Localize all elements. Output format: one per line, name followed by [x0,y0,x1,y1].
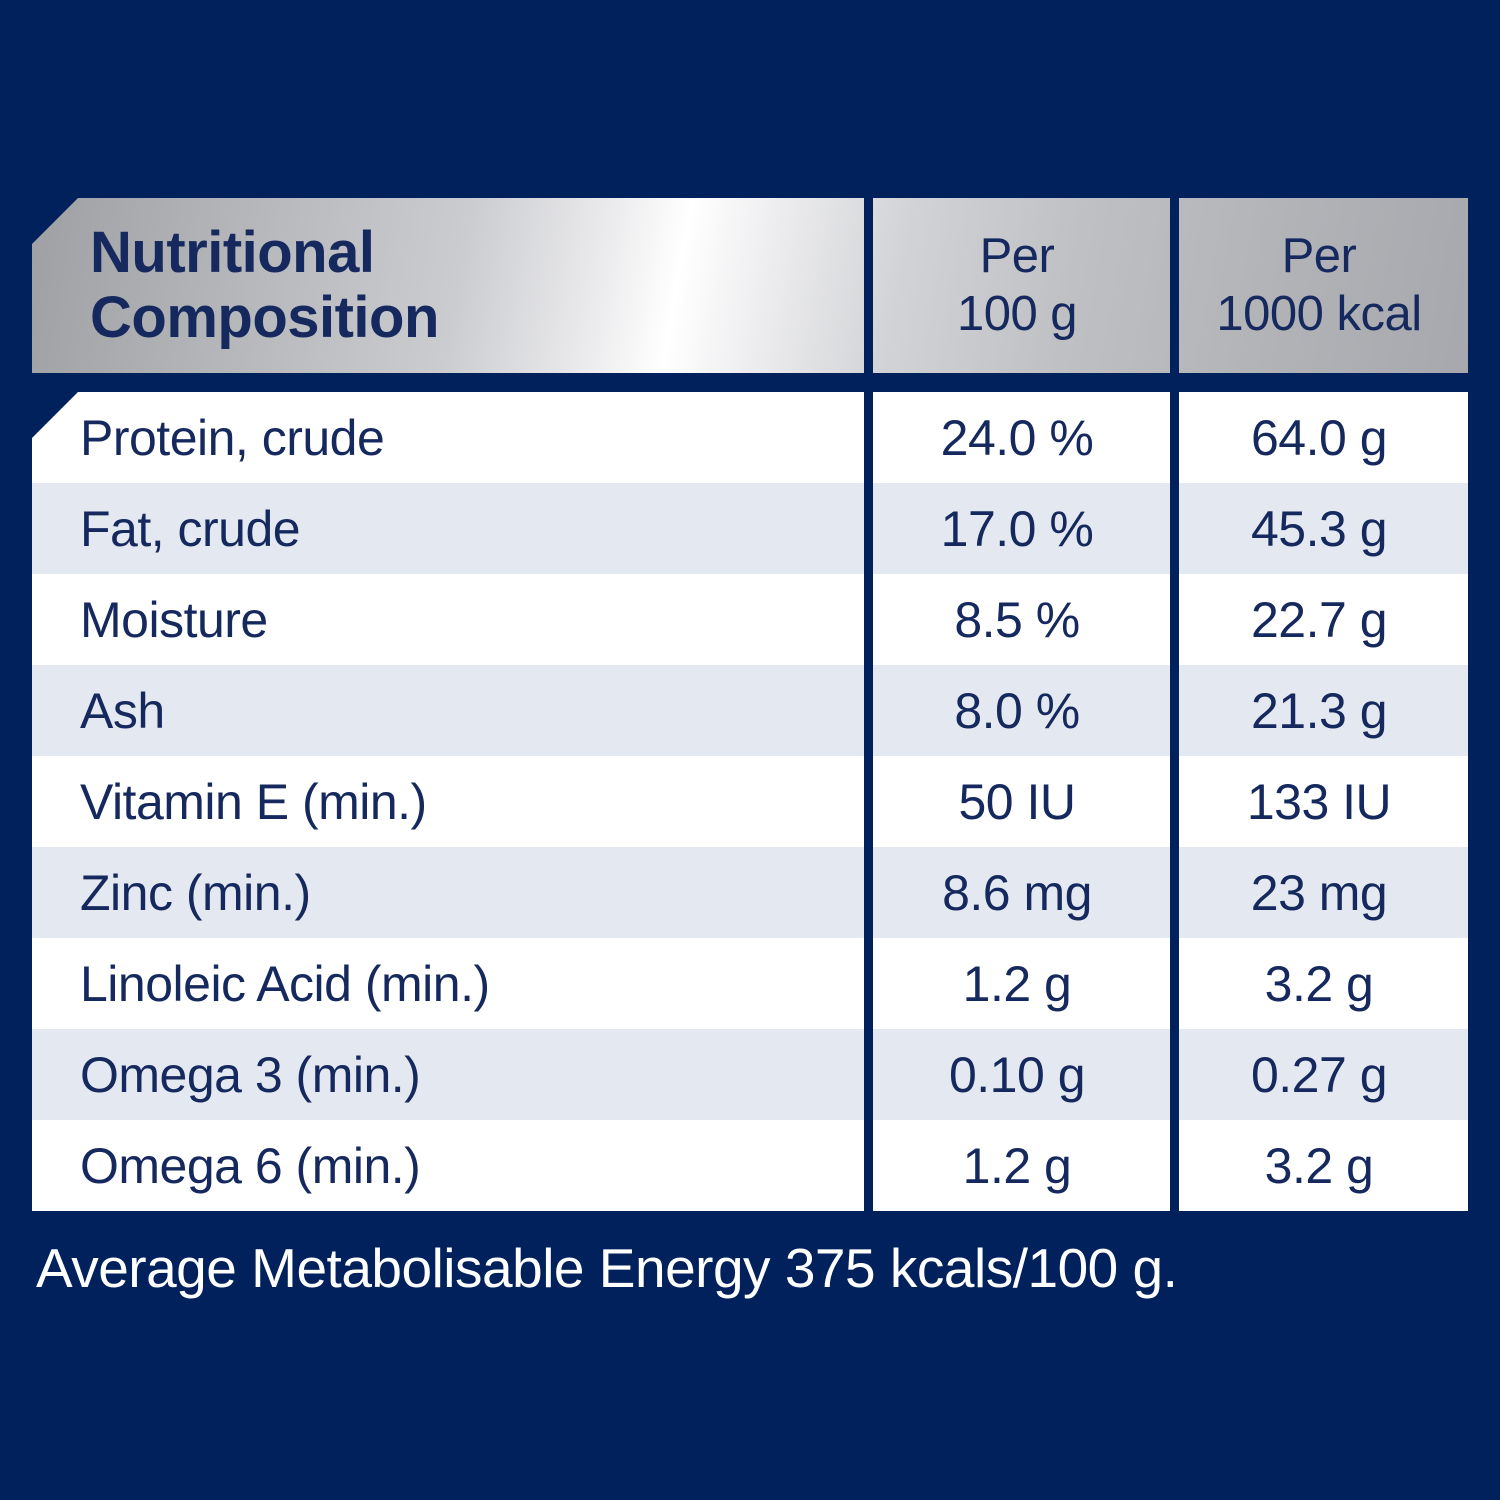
table-body: Protein, crude 24.0 % 64.0 g Fat, crude … [32,392,1468,1211]
column-header-per-100g: Per 100 g [956,228,1078,341]
value-per-100g: 8.0 % [954,682,1080,739]
value-per-100g: 24.0 % [940,409,1094,466]
table-row: Vitamin E (min.) 50 IU 133 IU [32,756,1468,847]
table-title-line2: Composition [90,284,439,350]
value-per-1000kcal: 64.0 g [1250,409,1388,466]
value-per-1000kcal: 3.2 g [1264,1137,1374,1194]
nutrient-name: Omega 6 (min.) [80,1137,421,1194]
value-per-100g: 8.5 % [954,591,1080,648]
value-per-100g: 1.2 g [962,1137,1072,1194]
nutrient-name: Omega 3 (min.) [80,1046,421,1103]
value-per-1000kcal: 23 mg [1250,864,1388,921]
value-per-1000kcal: 3.2 g [1264,955,1374,1012]
table-row: Ash 8.0 % 21.3 g [32,665,1468,756]
value-per-1000kcal: 21.3 g [1250,682,1388,739]
value-per-100g: 17.0 % [940,500,1094,557]
nutrient-name: Vitamin E (min.) [80,773,427,830]
table-title: Nutritional Composition [32,198,864,373]
table-title-line1: Nutritional [90,219,375,285]
nutrition-table: Nutritional Composition Per 100 g Per 10… [32,198,1468,1211]
table-row: Omega 3 (min.) 0.10 g 0.27 g [32,1029,1468,1120]
nutrient-name: Protein, crude [80,409,385,466]
table-row: Fat, crude 17.0 % 45.3 g [32,483,1468,574]
column-header-per-1000kcal: Per 1000 kcal [1216,228,1422,341]
table-row: Zinc (min.) 8.6 mg 23 mg [32,847,1468,938]
nutrient-name: Ash [80,682,165,739]
value-per-100g: 8.6 mg [942,864,1092,921]
value-per-1000kcal: 22.7 g [1250,591,1388,648]
value-per-100g: 50 IU [958,773,1076,830]
column-divider-2 [1170,198,1179,1211]
table-row: Linoleic Acid (min.) 1.2 g 3.2 g [32,938,1468,1029]
value-per-1000kcal: 45.3 g [1250,500,1388,557]
value-per-1000kcal: 133 IU [1246,773,1392,830]
nutrient-name: Fat, crude [80,500,301,557]
nutrient-name: Zinc (min.) [80,864,311,921]
value-per-100g: 1.2 g [962,955,1072,1012]
table-row: Moisture 8.5 % 22.7 g [32,574,1468,665]
table-row: Omega 6 (min.) 1.2 g 3.2 g [32,1120,1468,1211]
value-per-100g: 0.10 g [948,1046,1086,1103]
table-header: Nutritional Composition Per 100 g Per 10… [32,198,1468,373]
nutrient-name: Moisture [80,591,268,648]
value-per-1000kcal: 0.27 g [1250,1046,1388,1103]
table-row: Protein, crude 24.0 % 64.0 g [32,392,1468,483]
nutrient-name: Linoleic Acid (min.) [80,955,490,1012]
column-divider-1 [864,198,873,1211]
energy-note: Average Metabolisable Energy 375 kcals/1… [36,1237,1178,1299]
